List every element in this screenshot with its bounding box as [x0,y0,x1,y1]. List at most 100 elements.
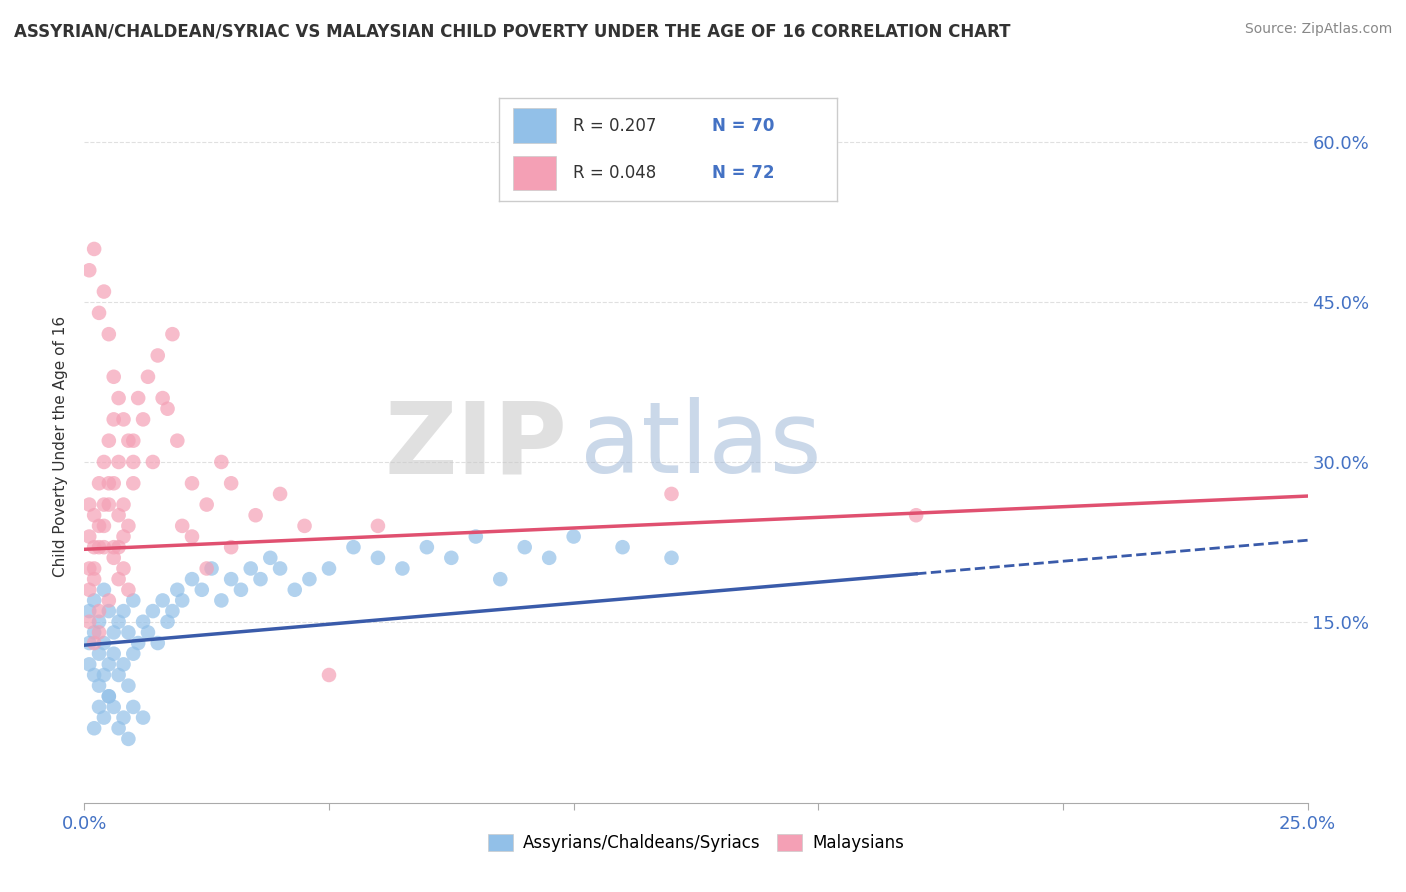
Point [107,391,129,405]
Point [117,679,139,693]
Point [97,593,120,607]
Point [97,434,120,448]
Text: R = 0.048: R = 0.048 [574,164,657,182]
Point [103,550,125,565]
Point [440,550,463,565]
Point [107,508,129,523]
Point [87,679,110,693]
Point [107,615,129,629]
Point [97,498,120,512]
Point [77,561,100,575]
Point [269,487,291,501]
Point [112,604,135,618]
Point [117,582,139,597]
Point [489,572,512,586]
Point [294,519,316,533]
Text: N = 72: N = 72 [711,164,775,182]
Point [905,508,928,523]
Point [259,550,281,565]
Point [87,625,110,640]
Point [239,561,262,575]
Point [318,668,340,682]
Point [156,615,179,629]
Point [83,561,105,575]
Point [103,647,125,661]
Point [103,540,125,554]
Point [112,498,135,512]
Point [77,636,100,650]
Point [172,519,194,533]
Point [136,369,159,384]
Point [538,550,561,565]
Point [103,476,125,491]
Point [245,508,267,523]
Point [284,582,307,597]
Point [103,625,125,640]
Point [191,582,214,597]
Point [122,434,145,448]
Point [103,412,125,426]
Point [513,540,536,554]
Point [318,561,340,575]
Point [112,710,135,724]
Point [391,561,413,575]
Point [416,540,439,554]
Point [93,582,115,597]
Point [93,668,115,682]
Point [367,519,389,533]
Point [152,391,174,405]
Point [107,540,129,554]
Point [127,636,149,650]
Point [83,540,105,554]
Point [77,529,100,543]
Point [112,529,135,543]
Point [77,657,100,672]
Point [83,668,105,682]
Point [342,540,364,554]
Point [200,561,222,575]
Point [162,604,184,618]
Text: Source: ZipAtlas.com: Source: ZipAtlas.com [1244,22,1392,37]
Point [219,476,242,491]
Point [132,710,155,724]
Point [77,498,100,512]
Point [166,582,188,597]
Point [77,615,100,629]
Text: atlas: atlas [579,398,821,494]
Point [136,625,159,640]
Point [195,561,218,575]
Point [195,498,218,512]
Point [219,540,242,554]
Point [107,668,129,682]
Point [612,540,634,554]
Point [122,476,145,491]
Point [162,327,184,342]
Point [83,242,105,256]
Point [87,306,110,320]
Text: ASSYRIAN/CHALDEAN/SYRIAC VS MALAYSIAN CHILD POVERTY UNDER THE AGE OF 16 CORRELAT: ASSYRIAN/CHALDEAN/SYRIAC VS MALAYSIAN CH… [14,22,1011,40]
Point [87,647,110,661]
Point [83,572,105,586]
Point [93,636,115,650]
Legend: Assyrians/Chaldeans/Syriacs, Malaysians: Assyrians/Chaldeans/Syriacs, Malaysians [481,827,911,859]
Point [122,455,145,469]
Point [122,700,145,714]
Point [172,593,194,607]
Point [97,476,120,491]
Point [661,550,683,565]
Point [107,721,129,735]
Point [87,476,110,491]
Point [166,434,188,448]
Point [181,572,204,586]
Point [117,434,139,448]
Point [83,721,105,735]
Y-axis label: Child Poverty Under the Age of 16: Child Poverty Under the Age of 16 [53,316,69,576]
Point [117,519,139,533]
Point [229,582,252,597]
Point [562,529,585,543]
Point [93,455,115,469]
Point [367,550,389,565]
Point [249,572,271,586]
Point [209,593,232,607]
FancyBboxPatch shape [513,155,557,190]
